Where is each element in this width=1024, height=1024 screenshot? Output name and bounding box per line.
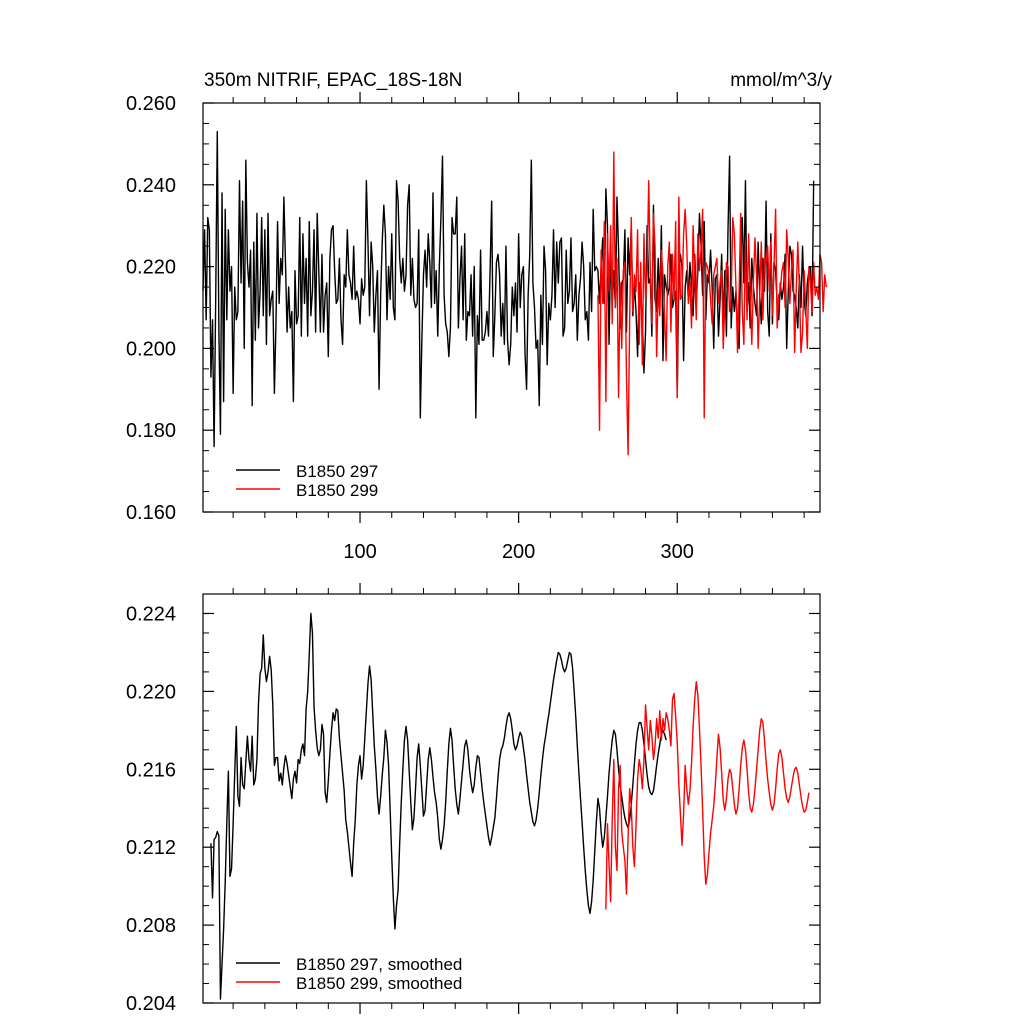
bottom-series-line-2	[605, 680, 810, 910]
top-xtick-label: 200	[502, 541, 535, 563]
bottom-ytick-label: 0.216	[126, 759, 176, 781]
bottom-ytick-label: 0.204	[126, 993, 176, 1015]
bottom-axes: 0.204 0.208 0.212 0.216 0.220 0.224	[126, 583, 820, 1015]
units-label: mmol/m^3/y	[730, 70, 832, 91]
top-panel: 350m NITRIF, EPAC_18S-18N mmol/m^3/y 0.1…	[126, 70, 833, 563]
top-ytick-label: 0.240	[126, 175, 176, 197]
top-ytick-label: 0.260	[126, 93, 176, 115]
legend-label-297-smoothed: B1850 297, smoothed	[296, 955, 462, 974]
top-series-line-1	[202, 130, 815, 448]
bottom-ytick-label: 0.220	[126, 681, 176, 703]
legend-label-299-smoothed: B1850 299, smoothed	[296, 974, 462, 993]
bottom-plot-frame	[202, 593, 821, 1004]
legend-label-299: B1850 299	[296, 481, 378, 500]
top-ytick-label: 0.220	[126, 257, 176, 279]
bottom-ytick-label: 0.224	[126, 603, 176, 625]
bottom-ytick-label: 0.208	[126, 915, 176, 937]
bottom-ytick-label: 0.212	[126, 837, 176, 859]
legend-label-297: B1850 297	[296, 462, 378, 481]
bottom-legend: B1850 297, smoothed B1850 299, smoothed	[236, 955, 462, 993]
top-ytick-label: 0.200	[126, 338, 176, 360]
top-axes: 0.160 0.180 0.200 0.220 0.240 0.260 100 200 300	[126, 92, 820, 563]
top-xtick-label: 100	[343, 541, 376, 563]
top-series-line-2	[597, 151, 828, 456]
chart-title: 350m NITRIF, EPAC_18S-18N	[204, 70, 462, 91]
top-legend: B1850 297 B1850 299	[236, 462, 378, 500]
top-ytick-label: 0.160	[126, 502, 176, 524]
bottom-plot-area	[210, 612, 810, 1000]
bottom-series-line-1	[210, 612, 667, 1000]
top-ytick-label: 0.180	[126, 420, 176, 442]
bottom-panel: 0.204 0.208 0.212 0.216 0.220 0.224 B1850 297…	[126, 583, 821, 1015]
top-xtick-label: 300	[661, 541, 694, 563]
top-plot-area	[202, 130, 828, 456]
